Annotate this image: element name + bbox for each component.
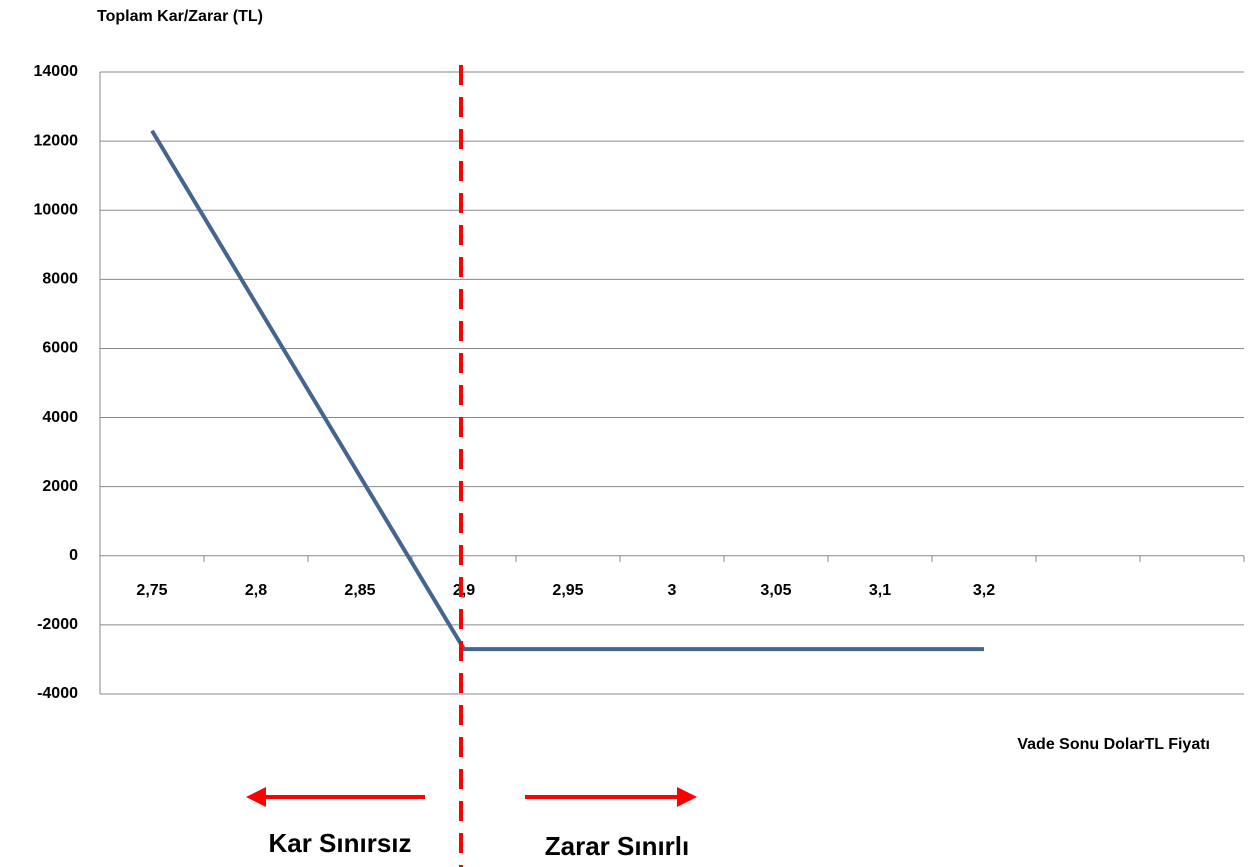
x-tick-label: 2,85: [344, 582, 375, 599]
y-axis-title: Toplam Kar/Zarar (TL): [97, 8, 263, 25]
x-tick-label: 2,8: [245, 582, 267, 599]
y-tick-label: 14000: [34, 63, 79, 80]
x-tick-label: 3,1: [869, 582, 891, 599]
annotation: Zarar Sınırlı: [545, 831, 690, 861]
x-tick-label: 3: [668, 582, 677, 599]
x-axis-title: Vade Sonu DolarTL Fiyatı: [1017, 736, 1210, 753]
y-tick-label: -2000: [37, 616, 78, 633]
y-tick-label: 12000: [34, 132, 79, 149]
annotation: Kar Sınırsız: [268, 828, 411, 858]
y-tick-label: 0: [69, 547, 78, 564]
y-tick-label: 10000: [34, 201, 79, 218]
series-line: [150, 129, 984, 652]
y-tick-label: 6000: [42, 340, 78, 357]
y-tick-label: -4000: [37, 685, 78, 702]
x-tick-label: 3,2: [973, 582, 995, 599]
x-tick-label: 2,9: [453, 582, 475, 599]
x-tick-label: 2,95: [552, 582, 583, 599]
y-tick-label: 2000: [42, 478, 78, 495]
x-tick-label: 2,75: [136, 582, 167, 599]
y-tick-label: 8000: [42, 271, 78, 288]
x-tick-label: 3,05: [760, 582, 791, 599]
y-tick-label: 4000: [42, 409, 78, 426]
